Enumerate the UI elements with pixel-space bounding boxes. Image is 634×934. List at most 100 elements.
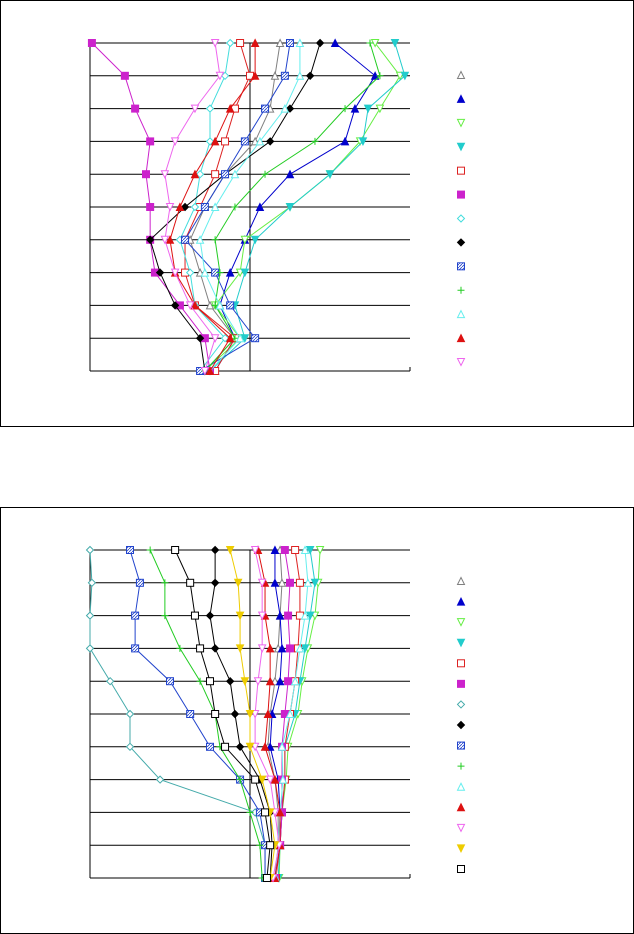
marker xyxy=(215,300,225,310)
marker xyxy=(135,578,144,587)
marker xyxy=(190,169,200,179)
marker xyxy=(235,742,245,752)
marker xyxy=(226,301,235,310)
marker xyxy=(250,742,260,752)
marker xyxy=(190,104,200,114)
marker xyxy=(305,71,315,81)
marker xyxy=(125,742,135,752)
marker xyxy=(261,104,270,113)
legend-marker xyxy=(457,762,465,770)
marker xyxy=(200,367,210,376)
marker xyxy=(390,39,400,48)
marker xyxy=(275,38,285,47)
marker xyxy=(311,137,319,145)
marker xyxy=(280,546,289,554)
marker xyxy=(280,71,289,80)
legend-marker xyxy=(457,865,465,873)
marker xyxy=(255,136,265,146)
marker xyxy=(277,578,287,587)
legend-marker xyxy=(456,238,466,247)
marker xyxy=(233,578,243,588)
marker xyxy=(190,611,199,620)
panel xyxy=(0,507,634,934)
marker xyxy=(305,546,315,555)
marker xyxy=(170,137,180,147)
marker xyxy=(125,709,135,719)
marker xyxy=(246,808,254,816)
marker xyxy=(210,644,220,653)
marker xyxy=(85,611,95,620)
marker xyxy=(195,235,205,244)
legend-marker xyxy=(457,262,465,271)
marker xyxy=(225,676,235,686)
marker xyxy=(250,546,260,555)
marker xyxy=(211,301,219,309)
marker xyxy=(295,578,304,587)
panel xyxy=(0,0,634,427)
marker xyxy=(120,71,129,80)
marker xyxy=(231,334,239,342)
marker xyxy=(161,612,169,620)
marker xyxy=(200,203,209,211)
marker xyxy=(275,610,285,620)
legend-marker xyxy=(456,618,466,627)
marker xyxy=(300,610,310,620)
marker xyxy=(261,808,270,817)
marker xyxy=(205,366,215,375)
marker xyxy=(265,676,275,686)
marker xyxy=(251,334,260,343)
marker xyxy=(225,546,235,555)
legend-marker xyxy=(456,94,466,103)
marker xyxy=(278,774,288,784)
marker xyxy=(221,170,230,179)
legend-marker xyxy=(457,166,465,175)
legend-marker xyxy=(456,70,466,79)
marker xyxy=(251,775,260,784)
marker xyxy=(245,742,255,752)
marker xyxy=(85,545,95,555)
marker xyxy=(180,202,190,212)
legend-marker xyxy=(456,638,466,648)
marker xyxy=(225,103,235,113)
marker xyxy=(250,235,260,245)
legend-marker xyxy=(456,720,466,730)
marker xyxy=(265,742,275,751)
marker xyxy=(257,775,267,785)
marker xyxy=(257,611,267,621)
marker xyxy=(155,268,165,277)
marker xyxy=(245,710,255,719)
marker xyxy=(205,611,215,620)
marker xyxy=(170,301,180,310)
marker xyxy=(211,710,220,718)
marker xyxy=(231,203,239,211)
marker xyxy=(277,643,287,653)
marker xyxy=(211,170,220,179)
legend-marker xyxy=(456,596,466,606)
marker xyxy=(295,643,305,653)
marker xyxy=(257,644,267,654)
marker xyxy=(131,611,140,620)
marker xyxy=(210,202,220,211)
marker xyxy=(290,676,300,686)
marker xyxy=(285,169,295,179)
marker xyxy=(376,72,384,80)
marker xyxy=(131,644,140,653)
marker xyxy=(315,546,325,555)
marker xyxy=(285,104,295,113)
marker xyxy=(286,578,294,587)
marker xyxy=(185,268,195,277)
marker xyxy=(366,39,374,47)
marker xyxy=(160,235,170,245)
marker xyxy=(270,578,280,587)
legend-marker xyxy=(456,782,466,791)
marker xyxy=(206,677,214,686)
marker xyxy=(253,677,263,686)
marker xyxy=(240,334,250,343)
marker xyxy=(260,742,270,751)
marker xyxy=(195,333,205,343)
marker xyxy=(235,611,245,621)
marker xyxy=(186,710,195,718)
marker xyxy=(275,807,285,817)
legend-marker xyxy=(456,333,466,343)
legend-marker xyxy=(457,679,465,688)
